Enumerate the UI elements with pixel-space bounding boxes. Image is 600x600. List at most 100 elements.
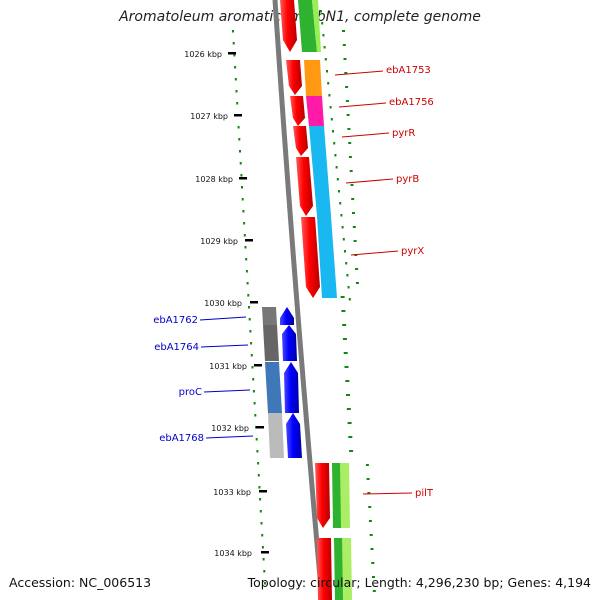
guide-dot: [345, 262, 348, 265]
guide-dot: [348, 142, 352, 144]
guide-dot: [340, 214, 343, 217]
guide-dot: [242, 210, 245, 213]
guide-dot: [345, 100, 349, 102]
guide-dot: [349, 170, 353, 172]
accession-text: Accession: NC_006513: [9, 575, 152, 590]
reverse-genes[interactable]: [280, 307, 302, 458]
gene-label-pyrB: pyrB: [396, 174, 419, 185]
guide-dot: [234, 66, 237, 69]
guide-dot: [262, 558, 265, 561]
guide-dot: [246, 282, 249, 285]
guide-dot: [345, 380, 350, 382]
guide-dot: [370, 548, 374, 550]
ruler-tick-1034: [261, 551, 269, 554]
guide-dot: [342, 44, 346, 46]
guide-dot: [343, 352, 348, 354]
guide-dot: [251, 366, 254, 369]
ruler-label: 1033 kbp: [213, 488, 251, 497]
guide-dot: [355, 268, 359, 270]
guide-dot: [241, 186, 243, 189]
guide-dot: [348, 436, 353, 438]
left-labels[interactable]: ebA1762 ebA1764 proC ebA1768: [153, 315, 204, 444]
guide-dot: [238, 138, 241, 141]
guide-dot: [347, 128, 351, 130]
guide-dot: [256, 450, 259, 453]
gene-ebA1756-arrow: [290, 96, 305, 126]
left-leaders: [199, 316, 254, 439]
right-labels[interactable]: ebA1753 ebA1756 pyrR pyrB pyrX pilT: [386, 65, 434, 499]
gene-pyrR-arrow: [293, 126, 308, 156]
guide-dot: [330, 118, 333, 121]
guide-dot: [335, 166, 338, 169]
guide-dot: [260, 522, 263, 525]
guide-dot: [369, 534, 373, 536]
guide-dot: [243, 222, 246, 225]
gene-pyrB-arrow: [296, 157, 313, 216]
guide-dot: [342, 238, 345, 241]
guide-dot: [245, 270, 248, 273]
guide-dot: [263, 570, 266, 573]
ruler-label: 1027 kbp: [190, 112, 228, 121]
guide-dot: [232, 42, 235, 45]
guide-dot: [248, 306, 250, 309]
guide-dot: [348, 156, 352, 158]
guide-dot: [233, 54, 236, 57]
guide-dot: [252, 378, 255, 381]
gene-label-ebA1756: ebA1756: [389, 97, 434, 108]
guide-dot: [329, 106, 332, 109]
guide-dot: [342, 338, 347, 340]
guide-dot: [326, 70, 328, 73]
guide-dot: [348, 298, 351, 301]
ruler-tick-1027: [234, 114, 242, 117]
guide-dot: [368, 506, 372, 508]
gene-top-partial[interactable]: [280, 0, 321, 52]
gene-label-pyrX: pyrX: [401, 246, 424, 257]
guide-dot: [252, 390, 255, 393]
guide-dot: [339, 202, 342, 205]
guide-dot: [239, 150, 241, 153]
gene-ebA1768-arrow: [286, 413, 302, 458]
guide-dot: [243, 234, 246, 237]
guide-dot: [237, 126, 240, 129]
guide-dot: [336, 178, 339, 181]
guide-dot: [346, 114, 350, 116]
guide-dot: [322, 34, 325, 37]
guide-dot: [254, 414, 257, 417]
guide-dot: [234, 78, 237, 81]
guide-dot: [365, 464, 369, 466]
guide-dot: [247, 294, 250, 297]
guide-dot: [258, 486, 261, 489]
forward-genes[interactable]: [286, 60, 332, 600]
guide-dot: [235, 90, 238, 93]
gene-label-ebA1753: ebA1753: [386, 65, 431, 76]
ruler-tick-1026: [228, 52, 236, 55]
guide-dot: [241, 198, 244, 201]
guide-dot: [245, 258, 248, 261]
guide-dot: [350, 184, 354, 186]
ruler-label: 1026 kbp: [184, 50, 222, 59]
guide-dot: [344, 72, 348, 74]
guide-dot: [257, 474, 260, 477]
guide-dot: [368, 520, 372, 522]
guide-dot: [327, 82, 330, 85]
guide-dot: [253, 402, 256, 405]
guide-dot: [372, 590, 376, 592]
guide-dot: [250, 342, 253, 345]
ruler-tick-1030: [250, 301, 258, 304]
guide-dot: [352, 226, 356, 228]
guide-dot: [333, 142, 336, 145]
guide-dot: [342, 324, 347, 326]
right-leaders: [334, 70, 413, 495]
guide-dots: [320, 10, 376, 592]
guide-dot: [366, 478, 370, 480]
guide-dot: [334, 154, 337, 157]
guide-dot: [244, 246, 247, 249]
ruler-label: 1029 kbp: [200, 237, 238, 246]
guide-dot: [257, 462, 260, 465]
gene-ebA1762-arrow: [280, 307, 294, 325]
guide-dot: [346, 408, 351, 410]
guide-dot: [343, 58, 347, 60]
gene-label-ebA1762: ebA1762: [153, 315, 198, 326]
cog-blocks: [304, 60, 352, 600]
